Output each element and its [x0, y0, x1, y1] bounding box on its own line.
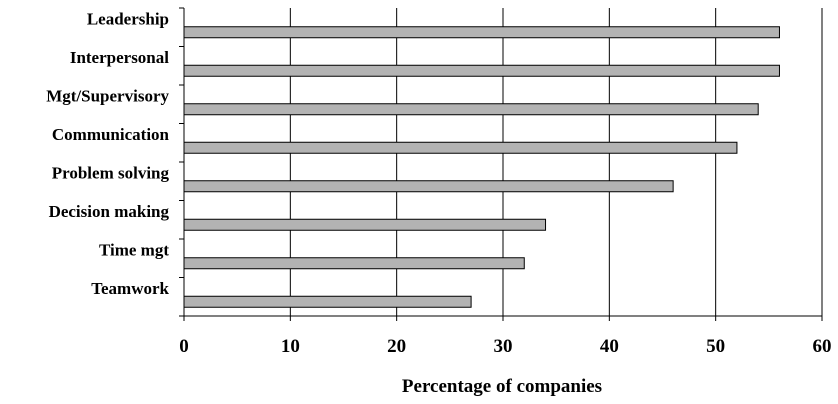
- category-label: Decision making: [49, 202, 170, 221]
- category-label: Interpersonal: [70, 48, 169, 67]
- bar-teamwork: [183, 295, 472, 308]
- x-tick-label: 10: [281, 336, 300, 357]
- axes: [179, 7, 823, 321]
- bar-problem-solving: [183, 180, 674, 193]
- category-label: Leadership: [87, 9, 169, 28]
- bar-leadership: [183, 26, 780, 39]
- x-tick-label: 0: [179, 336, 189, 357]
- bar-mgt-supervisory: [183, 103, 759, 116]
- bar-time-mgt: [183, 257, 525, 270]
- x-tick-label: 20: [387, 336, 406, 357]
- category-label: Teamwork: [91, 279, 169, 298]
- x-axis-title: Percentage of companies: [402, 376, 602, 397]
- x-tick-label: 40: [600, 336, 619, 357]
- bar-interpersonal: [183, 64, 780, 77]
- x-tick-label: 30: [494, 336, 513, 357]
- category-label: Mgt/Supervisory: [46, 86, 169, 105]
- x-tick-labels: 0 10 20 30 40 50 60: [179, 336, 831, 357]
- category-label: Problem solving: [52, 163, 170, 182]
- gridlines: [289, 8, 823, 316]
- category-labels: Leadership Interpersonal Mgt/Supervisory Co…: [46, 9, 169, 298]
- x-tick-label: 50: [706, 336, 725, 357]
- category-label: Time mgt: [99, 240, 169, 259]
- x-tick-label: 60: [813, 336, 832, 357]
- category-label: Communication: [52, 125, 170, 144]
- bar-communication: [183, 141, 738, 154]
- bar-decision-making: [183, 218, 547, 231]
- bars: [183, 26, 780, 308]
